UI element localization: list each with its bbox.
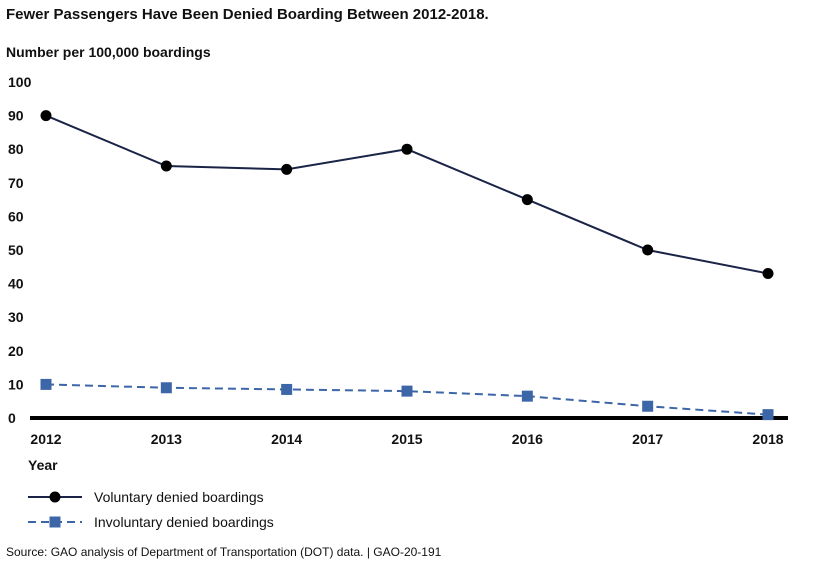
y-tick-label: 40 bbox=[8, 276, 24, 292]
data-point bbox=[160, 160, 172, 172]
x-tick-label: 2016 bbox=[512, 431, 543, 447]
y-tick-label: 60 bbox=[8, 208, 24, 224]
y-tick-label: 100 bbox=[8, 74, 32, 90]
data-point bbox=[521, 194, 533, 206]
data-point bbox=[521, 390, 533, 402]
y-tick-label: 10 bbox=[8, 376, 24, 392]
data-point bbox=[281, 163, 293, 175]
x-tick-label: 2017 bbox=[632, 431, 663, 447]
data-point bbox=[40, 110, 52, 122]
data-point bbox=[762, 409, 774, 421]
x-tick-label: 2015 bbox=[391, 431, 422, 447]
x-tick-label: 2013 bbox=[151, 431, 182, 447]
data-point bbox=[401, 385, 413, 397]
legend-marker bbox=[49, 516, 61, 528]
data-point bbox=[160, 382, 172, 394]
series-involuntary bbox=[40, 378, 774, 421]
y-tick-label: 80 bbox=[8, 141, 24, 157]
x-tick-label: 2018 bbox=[752, 431, 783, 447]
data-point bbox=[401, 143, 413, 155]
chart-title: Fewer Passengers Have Been Denied Boardi… bbox=[6, 6, 489, 23]
data-point bbox=[642, 400, 654, 412]
x-tick-label: 2012 bbox=[30, 431, 61, 447]
data-point bbox=[642, 244, 654, 256]
legend-item: Voluntary denied boardings bbox=[28, 489, 264, 505]
y-tick-label: 90 bbox=[8, 108, 24, 124]
y-tick-label: 30 bbox=[8, 309, 24, 325]
series-line bbox=[45, 114, 769, 275]
series-voluntary bbox=[40, 110, 774, 280]
y-tick-label: 0 bbox=[8, 410, 16, 426]
data-point bbox=[40, 378, 52, 390]
x-tick-label: 2014 bbox=[271, 431, 302, 447]
y-tick-label: 20 bbox=[8, 343, 24, 359]
source-note: Source: GAO analysis of Department of Tr… bbox=[6, 545, 442, 559]
legend-marker bbox=[49, 491, 61, 503]
data-point bbox=[281, 383, 293, 395]
legend-label: Involuntary denied boardings bbox=[94, 514, 274, 530]
y-tick-label: 50 bbox=[8, 242, 24, 258]
y-tick-label: 70 bbox=[8, 175, 24, 191]
data-point bbox=[762, 268, 774, 280]
legend-item: Involuntary denied boardings bbox=[28, 514, 274, 530]
legend-label: Voluntary denied boardings bbox=[94, 489, 264, 505]
y-axis-label: Number per 100,000 boardings bbox=[6, 44, 211, 60]
x-axis-label: Year bbox=[28, 457, 58, 473]
